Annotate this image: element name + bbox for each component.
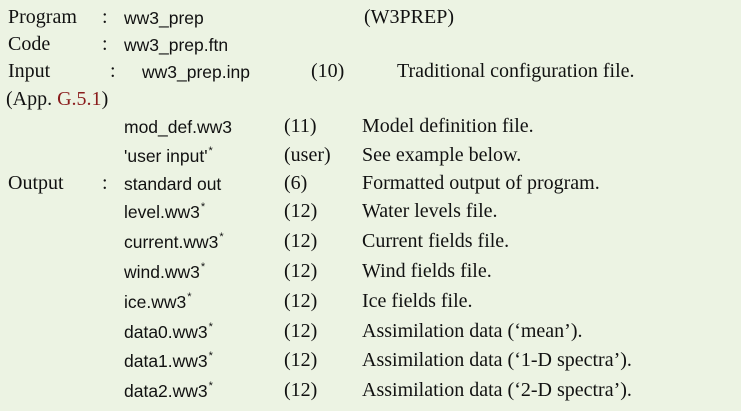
code-separator: : <box>102 33 108 55</box>
input-file: mod_def.ww3 <box>124 117 232 137</box>
input-file-name: 'user input' <box>124 146 208 166</box>
input-description: Model definition file. <box>362 115 534 137</box>
input-description: See example below. <box>362 144 522 166</box>
appendix-reference: (App. G.5.1) <box>6 88 108 110</box>
footnote-star: * <box>219 231 224 243</box>
output-file: wind.ww3* <box>124 261 205 283</box>
program-name: ww3_prep <box>124 8 204 28</box>
code-label: Code <box>8 33 51 55</box>
input-unit: (10) <box>311 60 345 82</box>
output-description: Ice fields file. <box>362 290 473 312</box>
output-label: Output <box>8 172 64 194</box>
output-unit: (12) <box>284 320 318 342</box>
input-description: Traditional configuration file. <box>397 60 635 82</box>
output-file: standard out <box>124 174 222 194</box>
output-file-name: ice.ww3 <box>124 292 187 312</box>
output-unit: (12) <box>284 260 318 282</box>
program-separator: : <box>102 6 108 28</box>
output-file-name: current.ww3 <box>124 232 219 252</box>
output-file-name: data0.ww3 <box>124 322 208 342</box>
output-file: data2.ww3* <box>124 380 213 402</box>
output-description: Wind fields file. <box>362 260 492 282</box>
input-unit: (user) <box>284 144 331 166</box>
output-description: Assimilation data (‘2-D spectra’). <box>362 379 632 401</box>
output-file: data0.ww3* <box>124 321 213 343</box>
output-file: ice.ww3* <box>124 291 192 313</box>
input-label: Input <box>8 60 51 82</box>
output-description: Current fields file. <box>362 230 510 252</box>
footnote-star: * <box>208 145 213 157</box>
output-unit: (12) <box>284 230 318 252</box>
output-description: Assimilation data (‘mean’). <box>362 320 583 342</box>
output-unit: (6) <box>284 172 308 194</box>
output-description: Formatted output of program. <box>362 172 600 194</box>
footnote-star: * <box>200 261 206 273</box>
footnote-star: * <box>187 291 192 303</box>
input-file: ww3_prep.inp <box>142 62 250 82</box>
output-file-name: data2.ww3 <box>124 381 208 401</box>
appendix-prefix: (App. <box>6 88 58 110</box>
output-file: data1.ww3* <box>124 350 213 372</box>
output-file-name: wind.ww3 <box>124 262 200 282</box>
output-separator: : <box>102 172 108 194</box>
footnote-star: * <box>208 350 213 362</box>
output-unit: (12) <box>284 290 318 312</box>
output-file: level.ww3* <box>124 201 205 223</box>
footnote-star: * <box>208 380 213 392</box>
program-tag: (W3PREP) <box>364 6 454 28</box>
program-label: Program <box>8 6 77 28</box>
input-file: 'user input'* <box>124 145 213 167</box>
input-separator: : <box>110 60 116 82</box>
input-unit: (11) <box>284 115 317 137</box>
footnote-star: * <box>208 321 213 333</box>
appendix-suffix: ) <box>101 88 109 110</box>
output-description: Water levels file. <box>362 200 498 222</box>
footnote-star: * <box>200 201 206 213</box>
output-file-name: data1.ww3 <box>124 351 208 371</box>
appendix-link[interactable]: G.5.1 <box>57 88 102 110</box>
output-file: current.ww3* <box>124 231 224 253</box>
code-file: ww3_prep.ftn <box>124 35 229 55</box>
output-unit: (12) <box>284 379 318 401</box>
output-unit: (12) <box>284 200 318 222</box>
output-description: Assimilation data (‘1-D spectra’). <box>362 349 632 371</box>
output-file-name: level.ww3 <box>124 202 200 222</box>
output-unit: (12) <box>284 349 318 371</box>
